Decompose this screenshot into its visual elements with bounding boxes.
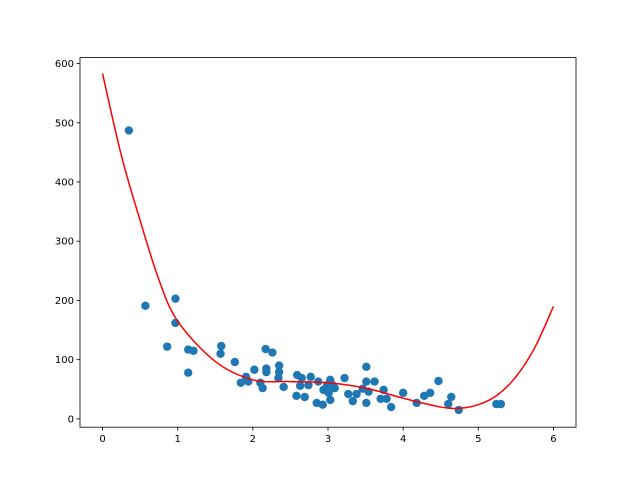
scatter-point	[454, 405, 463, 415]
scatter-point	[162, 342, 172, 351]
scatter-point	[362, 377, 371, 386]
scatter-point	[326, 395, 335, 405]
scatter-point	[261, 344, 270, 354]
x-tick-label: 4	[400, 434, 406, 445]
scatter-point	[274, 361, 284, 370]
scatter-point	[230, 357, 240, 367]
scatter-point	[292, 391, 301, 401]
scatter-point	[362, 398, 371, 408]
scatter-point	[184, 368, 193, 377]
scatter-point	[274, 373, 283, 383]
plot-area	[101, 73, 555, 415]
y-tick-label: 100	[55, 355, 74, 366]
x-axis: 0 1 2 3 4 5 6	[99, 427, 557, 445]
scatter-point	[348, 396, 357, 406]
scatter-point	[306, 372, 315, 382]
scatter-point	[279, 382, 288, 392]
scatter-point	[258, 383, 267, 393]
y-tick-label: 200	[55, 296, 74, 307]
y-axis: 0 100 200 300 400 500 600	[55, 59, 80, 425]
scatter-point	[262, 367, 271, 377]
scatter-point	[386, 402, 396, 412]
scatter-point	[318, 400, 327, 409]
scatter-point	[216, 349, 225, 358]
x-tick-label: 3	[325, 434, 331, 445]
scatter-point	[444, 399, 453, 409]
scatter-point	[300, 392, 309, 402]
scatter-point	[124, 126, 134, 135]
y-tick-label: 400	[55, 177, 74, 188]
scatter-point	[352, 389, 361, 399]
scatter-point	[295, 381, 305, 390]
scatter-point	[217, 341, 226, 351]
scatter-point	[171, 294, 180, 303]
x-tick-label: 5	[475, 434, 481, 445]
y-tick-label: 300	[55, 237, 74, 248]
scatter-point	[362, 362, 371, 371]
scatter-point	[426, 388, 435, 398]
scatter-point	[297, 373, 306, 383]
fit-curve	[101, 73, 555, 410]
scatter-point	[189, 346, 198, 355]
axes-frame	[79, 57, 577, 428]
scatter-point	[340, 373, 349, 383]
scatter-point	[398, 388, 408, 398]
scatter-point	[330, 383, 339, 393]
scatter-point	[376, 394, 385, 403]
scatter-point	[344, 389, 353, 399]
y-tick-label: 500	[55, 118, 74, 129]
x-tick-label: 6	[550, 434, 556, 445]
scatter-point	[434, 376, 443, 386]
y-tick-label: 600	[55, 59, 74, 70]
scatter-point	[447, 392, 456, 402]
y-tick-label: 0	[68, 414, 74, 425]
scatter-point	[382, 394, 391, 403]
x-tick-label: 2	[250, 434, 256, 445]
scatter-point	[250, 365, 259, 374]
scatter-point	[370, 377, 379, 386]
scatter-point	[268, 348, 277, 357]
x-tick-label: 0	[99, 434, 105, 445]
scatter-point	[324, 388, 333, 398]
scatter-point	[496, 399, 506, 409]
scatter-point	[141, 301, 150, 310]
scatter-point	[304, 380, 313, 390]
x-tick-label: 1	[175, 434, 181, 445]
scatter-point	[236, 378, 246, 387]
scatter-point	[326, 375, 335, 385]
